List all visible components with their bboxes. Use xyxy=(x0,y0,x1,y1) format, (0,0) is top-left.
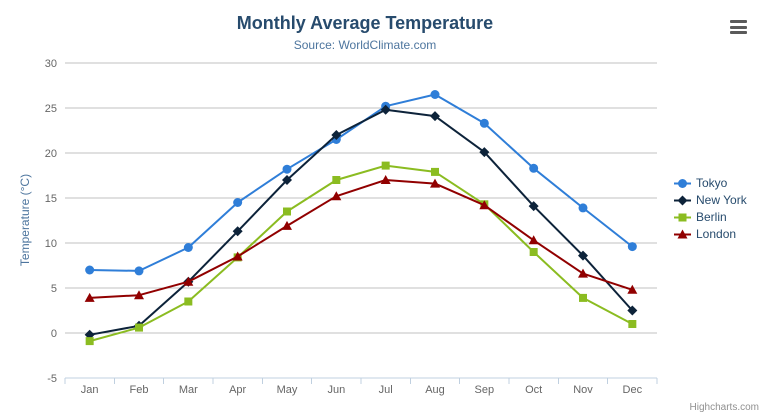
data-point-london-mar[interactable] xyxy=(183,276,194,286)
legend: Tokyo New York Berlin London xyxy=(674,176,747,241)
data-point-tokyo-mar[interactable] xyxy=(183,243,193,252)
data-point-london-apr[interactable] xyxy=(232,251,243,261)
data-point-new-york-apr[interactable] xyxy=(232,226,243,237)
legend-marker-shape xyxy=(678,178,687,188)
data-point-new-york-may[interactable] xyxy=(282,175,292,185)
chart-subtitle: Source: WorldClimate.com xyxy=(293,38,437,52)
data-point-new-york-jul[interactable] xyxy=(380,104,391,115)
legend-marker-circle-icon xyxy=(674,178,691,188)
data-point-london-oct[interactable] xyxy=(528,235,539,245)
credits-link[interactable]: Highcharts.com xyxy=(689,402,759,413)
data-point-london-nov[interactable] xyxy=(578,268,588,278)
x-tick-label: May xyxy=(277,384,298,396)
x-tick-label: Jun xyxy=(327,384,345,396)
chart-context-menu-button[interactable] xyxy=(726,16,752,38)
y-tick-label: 15 xyxy=(45,193,57,205)
legend-item-berlin[interactable]: Berlin xyxy=(674,210,747,224)
data-point-berlin-may[interactable] xyxy=(283,207,291,216)
data-point-tokyo-nov[interactable] xyxy=(578,203,588,213)
data-point-tokyo-oct[interactable] xyxy=(529,163,539,173)
legend-marker-diamond-icon xyxy=(674,195,691,205)
data-point-berlin-oct[interactable] xyxy=(529,248,538,256)
series-london xyxy=(84,175,638,302)
data-point-tokyo-feb[interactable] xyxy=(134,266,144,276)
data-point-berlin-jan[interactable] xyxy=(85,337,94,346)
y-tick-label: 10 xyxy=(45,238,57,250)
legend-item-new-york[interactable]: New York xyxy=(674,193,747,207)
data-point-new-york-jun[interactable] xyxy=(331,130,342,140)
x-tick-label: Dec xyxy=(623,384,643,396)
legend-marker-shape xyxy=(678,213,687,221)
y-tick-label: 5 xyxy=(51,283,57,295)
hamburger-icon xyxy=(730,20,747,23)
data-point-berlin-mar[interactable] xyxy=(184,297,193,306)
legend-label: New York xyxy=(696,193,747,207)
data-point-new-york-nov[interactable] xyxy=(578,250,588,261)
x-tick-label: Nov xyxy=(573,384,593,396)
data-point-london-dec[interactable] xyxy=(627,284,638,294)
legend-marker-shape xyxy=(677,229,688,238)
legend-marker-shape xyxy=(677,195,688,205)
series-line-london[interactable] xyxy=(88,179,634,299)
y-tick-label: 25 xyxy=(45,103,57,115)
data-point-tokyo-may[interactable] xyxy=(282,164,292,174)
hamburger-icon xyxy=(730,25,747,29)
data-point-london-jan[interactable] xyxy=(84,292,95,302)
data-point-berlin-dec[interactable] xyxy=(628,320,637,328)
x-tick-label: Oct xyxy=(525,384,542,396)
data-point-tokyo-jan[interactable] xyxy=(85,265,95,275)
data-point-tokyo-aug[interactable] xyxy=(430,90,440,99)
legend-label: London xyxy=(696,227,737,241)
y-tick-label: -5 xyxy=(47,373,57,385)
series-line-tokyo[interactable] xyxy=(88,93,634,272)
data-point-berlin-aug[interactable] xyxy=(431,167,439,176)
data-point-tokyo-apr[interactable] xyxy=(233,198,243,207)
y-tick-label: 20 xyxy=(45,148,57,160)
chart-title: Monthly Average Temperature xyxy=(236,13,494,33)
x-tick-label: Jan xyxy=(81,384,99,396)
data-point-london-jun[interactable] xyxy=(331,191,342,201)
legend-label: Tokyo xyxy=(696,176,728,190)
data-point-berlin-nov[interactable] xyxy=(579,293,587,302)
data-point-tokyo-dec[interactable] xyxy=(627,242,637,252)
data-point-london-feb[interactable] xyxy=(134,290,144,300)
data-point-berlin-feb[interactable] xyxy=(135,323,143,332)
legend-marker-triangle-icon xyxy=(674,229,691,238)
data-point-berlin-jul[interactable] xyxy=(381,161,390,170)
data-point-tokyo-sep[interactable] xyxy=(479,118,489,128)
data-point-new-york-oct[interactable] xyxy=(528,201,539,212)
data-point-new-york-aug[interactable] xyxy=(430,111,440,122)
data-point-new-york-sep[interactable] xyxy=(479,147,490,158)
data-point-london-jul[interactable] xyxy=(380,175,391,184)
y-tick-label: 30 xyxy=(45,58,57,70)
series-line-new-york[interactable] xyxy=(88,108,634,336)
series-new-york xyxy=(84,104,638,340)
x-tick-label: Apr xyxy=(229,384,246,396)
y-tick-label: 0 xyxy=(51,328,57,340)
x-tick-label: Mar xyxy=(179,384,198,396)
series-tokyo xyxy=(85,90,637,276)
series-line-berlin[interactable] xyxy=(88,164,634,343)
x-tick-label: Aug xyxy=(425,384,445,396)
data-point-new-york-dec[interactable] xyxy=(627,305,638,316)
legend-item-london[interactable]: London xyxy=(674,227,747,241)
x-tick-label: Feb xyxy=(130,384,149,396)
x-tick-label: Sep xyxy=(475,384,495,396)
legend-label: Berlin xyxy=(696,210,727,224)
data-point-london-sep[interactable] xyxy=(479,200,490,210)
legend-marker-square-icon xyxy=(674,213,691,221)
x-tick-label: Jul xyxy=(379,384,393,396)
data-point-london-may[interactable] xyxy=(282,220,292,230)
y-axis-title: Temperature (°C) xyxy=(18,173,32,267)
legend-item-tokyo[interactable]: Tokyo xyxy=(674,176,747,190)
data-point-berlin-jun[interactable] xyxy=(332,176,341,184)
hamburger-icon xyxy=(730,31,747,34)
data-point-london-aug[interactable] xyxy=(430,178,440,188)
